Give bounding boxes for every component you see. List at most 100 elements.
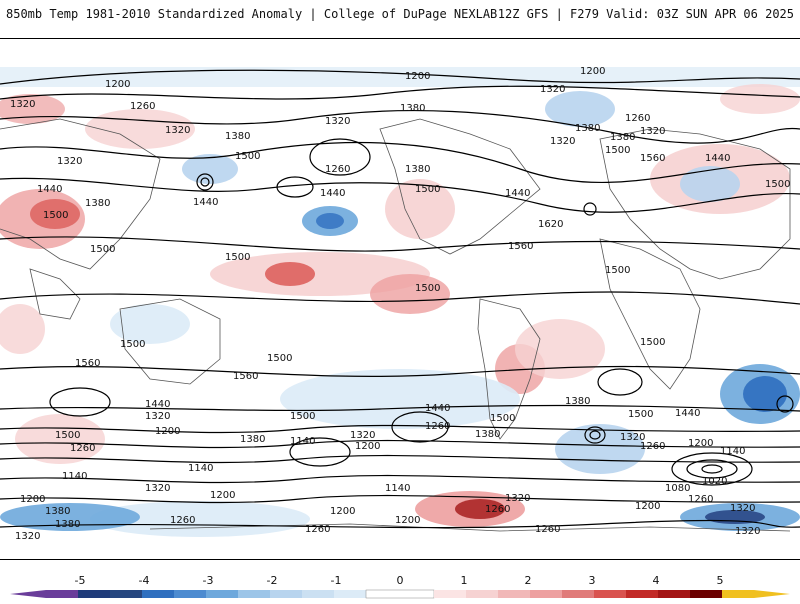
contour-label: 1500 (605, 145, 630, 156)
contour-label: 1500 (55, 430, 80, 441)
colorbar-segment (562, 590, 594, 598)
header-bar: 850mb Temp 1981-2010 Standardized Anomal… (0, 0, 800, 32)
contour-label: 1440 (675, 408, 700, 419)
contour-label: 1500 (120, 339, 145, 350)
contour-label: 1260 (305, 524, 330, 535)
contour-label: 1020 (702, 476, 727, 487)
colorbar-segment (466, 590, 498, 598)
contour-label: 1500 (267, 353, 292, 364)
height-contours (0, 69, 800, 529)
contour-label: 1080 (665, 483, 690, 494)
colorbar-segment (434, 590, 466, 598)
colorbar-label: -2 (266, 574, 278, 587)
colorbar-label: -3 (202, 574, 214, 587)
contour-label: 1500 (605, 265, 630, 276)
contour-label: 1260 (640, 441, 665, 452)
contour-label: 1500 (765, 179, 790, 190)
contour-label: 1620 (538, 219, 563, 230)
colorbar-segment (110, 590, 142, 598)
contour-label: 1560 (233, 371, 258, 382)
contour-label: 1200 (210, 490, 235, 501)
contour-label: 1320 (165, 125, 190, 136)
contour-label: 1440 (320, 188, 345, 199)
contour-label: 1320 (730, 503, 755, 514)
colorbar-max-arrow (754, 590, 790, 598)
contour-label: 1500 (628, 409, 653, 420)
contour-label: 1260 (130, 101, 155, 112)
contour-label: 1380 (475, 429, 500, 440)
contour-label: 1260 (325, 164, 350, 175)
colorbar-label: -4 (138, 574, 150, 587)
contour-label: 1260 (688, 494, 713, 505)
colorbar: -5 -4 -3 -2 -1 0 1 2 3 4 5 (0, 560, 800, 600)
colorbar-label: 3 (588, 574, 596, 587)
contour-label: 1440 (425, 403, 450, 414)
contour-label: 1320 (15, 531, 40, 542)
colorbar-label: 4 (652, 574, 660, 587)
colorbar-label: 0 (396, 574, 404, 587)
contour-label: 1380 (240, 434, 265, 445)
contour-label: 1320 (10, 99, 35, 110)
contour-label: 1320 (620, 432, 645, 443)
contour-label: 1440 (193, 197, 218, 208)
contour-label: 1260 (485, 504, 510, 515)
contour-label: 1200 (580, 66, 605, 77)
contour-label: 1200 (20, 494, 45, 505)
contour-label: 1260 (425, 421, 450, 432)
contour-label: 1500 (490, 413, 515, 424)
contour-label: 1200 (105, 79, 130, 90)
contour-label: 1200 (330, 506, 355, 517)
contour-label: 1440 (505, 188, 530, 199)
colorbar-label: 5 (716, 574, 724, 587)
colorbar-segment (690, 590, 722, 598)
contour-label: 1200 (405, 71, 430, 82)
map-panel: 1200 1200 1200 1320 1260 1320 1320 1380 … (0, 38, 800, 560)
colorbar-label: 1 (460, 574, 468, 587)
contour-label: 1380 (225, 131, 250, 142)
contour-label: 1320 (350, 430, 375, 441)
contour-label: 1380 (55, 519, 80, 530)
contour-label: 1380 (610, 132, 635, 143)
contour-label: 1320 (325, 116, 350, 127)
colorbar-segment (302, 590, 334, 598)
colorbar-segment (658, 590, 690, 598)
colorbar-segment (78, 590, 110, 598)
colorbar-segment (594, 590, 626, 598)
colorbar-segment (530, 590, 562, 598)
contour-label: 1260 (70, 443, 95, 454)
colorbar-segment (722, 590, 754, 598)
contour-label: 1440 (37, 184, 62, 195)
colorbar-label: -5 (74, 574, 86, 587)
contour-label: 1200 (395, 515, 420, 526)
contour-label: 1140 (188, 463, 213, 474)
anomaly-map: 1200 1200 1200 1320 1260 1320 1320 1380 … (0, 66, 800, 542)
contour-label: 1440 (705, 153, 730, 164)
contour-label: 1380 (400, 103, 425, 114)
contour-label: 1320 (540, 84, 565, 95)
colorbar-segment (365, 589, 435, 599)
contour-label: 1500 (43, 210, 68, 221)
colorbar-segment (334, 590, 366, 598)
contour-label: 1500 (235, 151, 260, 162)
contour-label: 1320 (145, 411, 170, 422)
colorbar-label: 2 (524, 574, 532, 587)
contour-label: 1320 (145, 483, 170, 494)
contour-label: 1260 (625, 113, 650, 124)
colorbar-segment (206, 590, 238, 598)
contour-label: 1320 (640, 126, 665, 137)
contour-label: 1140 (62, 471, 87, 482)
colorbar-segment (238, 590, 270, 598)
contour-label: 1320 (57, 156, 82, 167)
contour-label: 1200 (688, 438, 713, 449)
colorbar-graphic (10, 589, 790, 599)
map-title: 850mb Temp 1981-2010 Standardized Anomal… (6, 7, 498, 21)
contour-label: 1500 (225, 252, 250, 263)
contour-label: 1200 (355, 441, 380, 452)
colorbar-segment (498, 590, 530, 598)
colorbar-min-arrow (10, 590, 46, 598)
contour-label: 1380 (405, 164, 430, 175)
contour-label: 1200 (155, 426, 180, 437)
contour-label: 1440 (145, 399, 170, 410)
contour-label: 1560 (640, 153, 665, 164)
colorbar-segment (270, 590, 302, 598)
